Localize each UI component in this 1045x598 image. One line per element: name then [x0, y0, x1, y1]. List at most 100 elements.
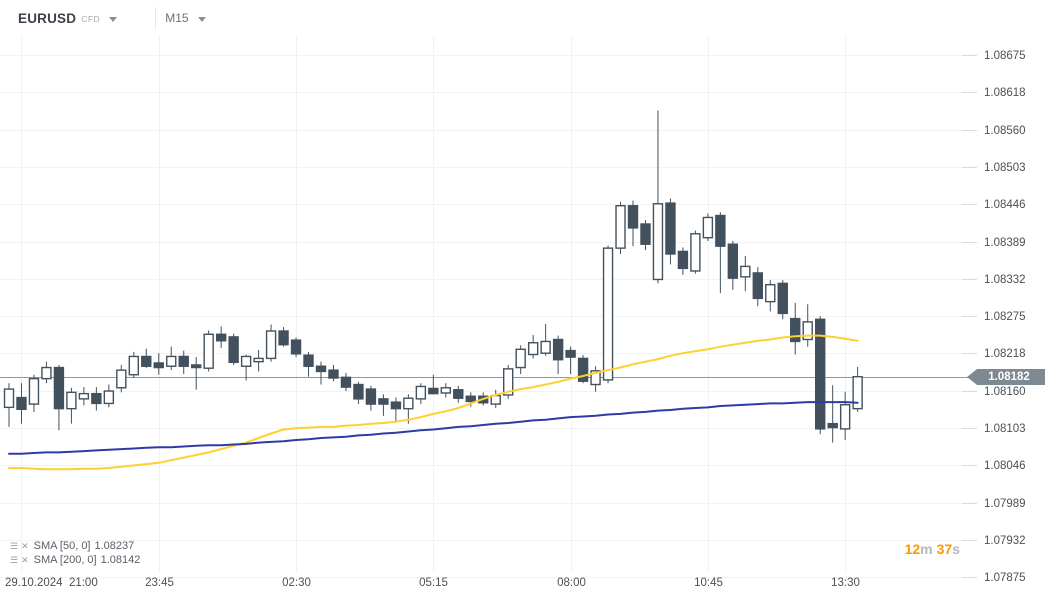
countdown-minutes-unit: m [920, 541, 933, 557]
candle-body-bull [166, 355, 177, 367]
candle-body-bear [752, 272, 763, 300]
price-axis-label: 1.08618 [984, 86, 1026, 99]
indicator-label: SMA [50, 0] [33, 539, 91, 552]
candle-body-bull [116, 369, 127, 389]
candle-body-bear [428, 387, 439, 395]
toolbar-divider [155, 7, 157, 29]
candle-body-bear [315, 365, 327, 373]
price-axis-label: 1.08103 [984, 422, 1026, 435]
indicator-value: 1.08142 [100, 553, 141, 566]
candle-body-bull [527, 342, 539, 356]
indicator-value: 1.08237 [94, 539, 135, 552]
symbol-type-badge: CFD [81, 14, 101, 24]
candle-body-bull [839, 404, 851, 430]
timeframe-label: M15 [165, 11, 189, 25]
price-axis-label: 1.07989 [984, 497, 1026, 510]
candle-body-bear [640, 223, 651, 245]
time-axis-label: 10:45 [694, 577, 723, 589]
indicator-row-sma50: ☰ ✕ SMA [50, 0] 1.08237 [10, 539, 140, 552]
candle-body-bull [415, 385, 427, 400]
candle-body-bear [565, 349, 576, 358]
price-axis-label: 1.08389 [984, 236, 1026, 249]
indicator-label: SMA [200, 0] [33, 553, 97, 566]
price-axis-label: 1.07875 [984, 571, 1026, 584]
candle-body-bull [702, 216, 714, 239]
candle-body-bear [190, 364, 202, 369]
price-axis-label: 1.08560 [984, 124, 1026, 137]
price-axis-label: 1.07932 [984, 534, 1026, 547]
candle-body-bear [228, 336, 239, 364]
time-axis-label: 02:30 [282, 577, 311, 589]
time-axis-label: 29.10.2024 21:00 [5, 577, 98, 589]
price-axis-label: 1.08675 [984, 49, 1026, 62]
price-axis-label: 1.08160 [984, 385, 1026, 398]
symbol-selector[interactable]: EURUSD CFD [18, 11, 118, 26]
candle-body-bull [265, 330, 277, 360]
time-axis-label: 23:45 [145, 577, 174, 589]
sma-200-line [8, 401, 859, 455]
candle-body-bull [765, 283, 776, 303]
indicator-remove-icon[interactable]: ✕ [21, 540, 29, 551]
candle-body-bear [665, 202, 676, 255]
price-axis-label: 1.08046 [984, 459, 1026, 472]
candle-body-bear [278, 330, 289, 346]
candle-body-bear [815, 318, 826, 430]
indicator-remove-icon[interactable]: ✕ [21, 554, 29, 565]
candle-body-bear [465, 395, 476, 403]
candle-body-bear [340, 376, 352, 388]
candle-body-bear [16, 396, 27, 411]
candle-body-bull [203, 333, 214, 369]
price-axis-label: 1.08332 [984, 273, 1026, 286]
candle-body-bear [353, 383, 364, 400]
countdown-seconds: 37 [936, 541, 953, 557]
current-price-badge: 1.08182 [967, 369, 1045, 385]
candle-body-bull [78, 392, 90, 400]
price-axis-label: 1.08446 [984, 198, 1026, 211]
candle-body-bear [790, 317, 801, 343]
candle-body-bear [827, 422, 838, 429]
time-axis-label: 13:30 [831, 577, 860, 589]
price-axis-label: 1.08503 [984, 161, 1026, 174]
candle-body-bull [253, 357, 264, 363]
candle-body-bear [378, 398, 389, 405]
candle-body-bull [590, 370, 601, 386]
candle-body-bull [652, 203, 664, 281]
candle-body-bull [852, 375, 863, 410]
candle-body-bull [690, 233, 701, 272]
candle-body-bear [303, 354, 314, 367]
candle-body-bull [740, 265, 751, 278]
indicator-row-sma200: ☰ ✕ SMA [200, 0] 1.08142 [10, 553, 140, 566]
candle-body-bull [802, 321, 813, 341]
indicator-settings-icon[interactable]: ☰ [10, 554, 19, 565]
indicator-settings-icon[interactable]: ☰ [10, 540, 19, 551]
candle-body-bear [552, 338, 564, 361]
time-axis-label: 05:15 [419, 577, 448, 589]
candle-body-bear [727, 243, 739, 279]
candle-body-bear [53, 366, 65, 410]
chart-toolbar: EURUSD CFD M15 [0, 0, 1045, 36]
timeframe-selector[interactable]: M15 [165, 11, 206, 25]
candle-body-bull [28, 377, 40, 405]
candle-body-bull [602, 247, 614, 381]
sma-50-line [8, 334, 859, 471]
candle-body-bull [41, 366, 52, 380]
candle-body-bull [240, 355, 252, 367]
candle-body-bear [178, 355, 189, 367]
candle-body-bear [390, 401, 402, 410]
candle-body-bull [615, 205, 626, 249]
candle-body-bull [503, 368, 514, 396]
candle-body-bear [328, 369, 339, 379]
candle-body-bear [715, 214, 726, 247]
candle-body-bull [3, 388, 15, 409]
candle-body-bear [141, 355, 152, 367]
time-axis-label: 08:00 [557, 577, 586, 589]
price-axis-label: 1.08275 [984, 310, 1026, 323]
price-axis-label: 1.08218 [984, 347, 1026, 360]
candle-body-bear [91, 392, 102, 405]
candle-body-bull [103, 390, 115, 405]
countdown-seconds-unit: s [952, 541, 960, 557]
candle-body-bull [128, 355, 140, 376]
candle-body-bull [403, 397, 414, 410]
